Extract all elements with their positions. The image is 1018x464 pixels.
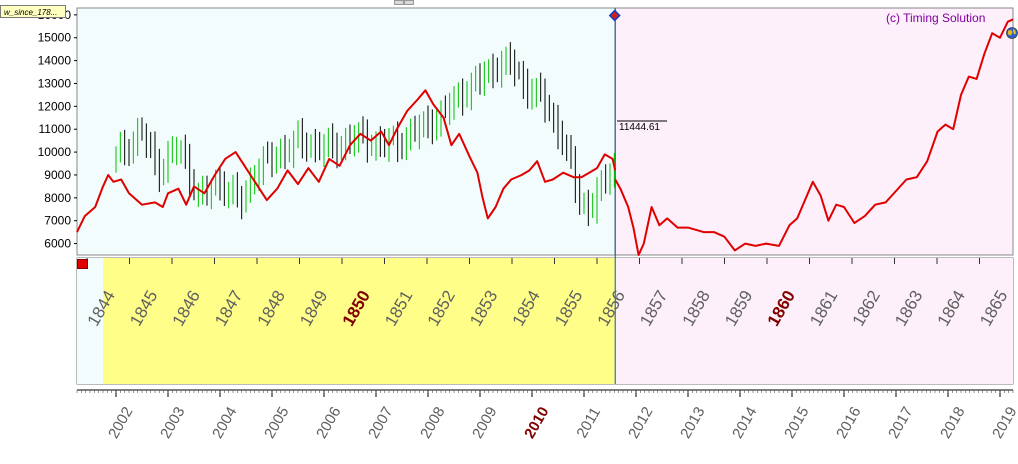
bottom-axis-label-2003: 2003 bbox=[157, 404, 188, 441]
bottom-axis-label-2006: 2006 bbox=[313, 404, 344, 441]
globe-icon[interactable] bbox=[1006, 26, 1018, 40]
bottom-axis-label-2017: 2017 bbox=[885, 404, 916, 441]
y-tick-label-7000: 7000 bbox=[44, 214, 71, 228]
price-readout: 11444.61 bbox=[619, 122, 660, 133]
projection-line-1 bbox=[76, 89, 617, 233]
bottom-axis-label-2005: 2005 bbox=[261, 404, 292, 441]
y-tick-label-6000: 6000 bbox=[44, 237, 71, 251]
bottom-axis-label-2010: 2010 bbox=[521, 404, 552, 441]
y-tick-label-9000: 9000 bbox=[44, 168, 71, 182]
bottom-axis-label-2018: 2018 bbox=[937, 404, 968, 441]
time-band-lead bbox=[77, 258, 103, 384]
y-tick-label-8000: 8000 bbox=[44, 191, 71, 205]
bottom-axis-label-2009: 2009 bbox=[469, 404, 500, 441]
y-tick-label-11000: 11000 bbox=[39, 122, 72, 136]
toolbar-button-a[interactable] bbox=[394, 0, 404, 5]
toolbar-button-b[interactable] bbox=[404, 0, 414, 5]
time-band-forecast bbox=[615, 258, 1013, 384]
bottom-axis-label-2014: 2014 bbox=[729, 404, 760, 441]
bottom-axis-label-2008: 2008 bbox=[417, 404, 448, 441]
y-tick-label-12000: 12000 bbox=[38, 99, 72, 113]
bottom-axis-label-2013: 2013 bbox=[677, 404, 708, 441]
window-tab[interactable]: w_since_178... bbox=[0, 5, 66, 18]
bottom-axis-label-2007: 2007 bbox=[365, 404, 396, 441]
bottom-axis-label-2016: 2016 bbox=[833, 404, 864, 441]
cursor-handle bbox=[608, 9, 621, 22]
forecast-panel bbox=[614, 7, 1014, 256]
y-tick-label-10000: 10000 bbox=[38, 145, 72, 159]
range-start-marker[interactable] bbox=[77, 259, 88, 269]
y-tick-label-14000: 14000 bbox=[38, 54, 72, 68]
y-tick-label-15000: 15000 bbox=[38, 31, 72, 45]
projection-line-2 bbox=[614, 18, 1014, 256]
bottom-axis-label-2002: 2002 bbox=[105, 404, 136, 441]
bottom-axis-label-2012: 2012 bbox=[625, 404, 656, 441]
bottom-axis-label-2019: 2019 bbox=[989, 404, 1018, 441]
bottom-axis-label-2004: 2004 bbox=[209, 404, 240, 441]
bottom-axis-label-2011: 2011 bbox=[573, 405, 604, 441]
copyright-label: (c) Timing Solution bbox=[886, 11, 986, 25]
y-tick-label-13000: 13000 bbox=[38, 76, 72, 90]
time-band-history bbox=[103, 258, 616, 384]
bottom-axis-label-2015: 2015 bbox=[781, 404, 812, 441]
